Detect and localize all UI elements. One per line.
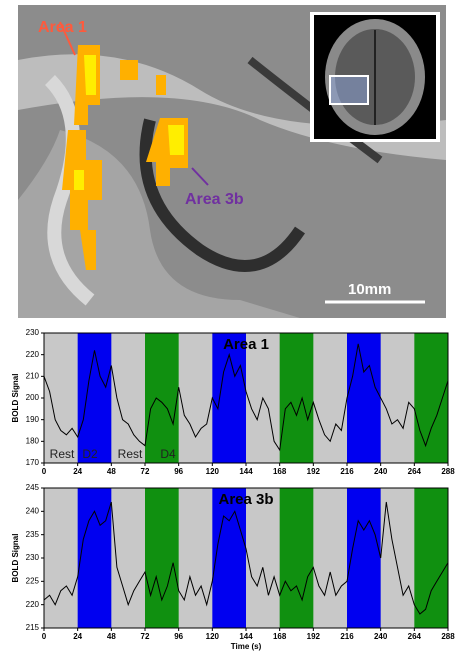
y-tick-label: 245 xyxy=(26,483,40,492)
x-tick-label: 264 xyxy=(408,632,422,641)
x-tick-label: 72 xyxy=(141,632,150,641)
y-tick-label: 240 xyxy=(26,506,40,515)
signal-line xyxy=(43,501,449,615)
y-tick-label: 230 xyxy=(26,328,40,337)
y-axis-label: BOLD Signal xyxy=(11,374,20,423)
x-tick-label: 240 xyxy=(374,632,388,641)
scale-label: 10mm xyxy=(348,281,391,298)
x-tick-label: 192 xyxy=(307,467,321,476)
x-tick-label: 96 xyxy=(174,632,183,641)
x-tick-label: 144 xyxy=(239,467,253,476)
condition-band xyxy=(347,333,381,463)
x-tick-label: 264 xyxy=(408,467,422,476)
x-tick-label: 216 xyxy=(340,467,354,476)
x-tick-label: 192 xyxy=(307,632,321,641)
y-axis-label: BOLD Signal xyxy=(11,534,20,583)
x-tick-label: 0 xyxy=(42,467,47,476)
condition-label: Rest xyxy=(118,447,143,461)
condition-band xyxy=(279,333,314,463)
x-tick-label: 48 xyxy=(107,632,116,641)
y-tick-label: 220 xyxy=(26,350,40,359)
y-tick-label: 190 xyxy=(26,415,40,424)
x-tick-label: 24 xyxy=(73,632,82,641)
condition-band xyxy=(279,488,314,628)
area-label: Area 3b xyxy=(185,191,244,208)
mri-image xyxy=(18,5,446,318)
condition-band xyxy=(145,488,179,628)
x-tick-label: 96 xyxy=(174,467,183,476)
x-tick-label: 288 xyxy=(441,632,455,641)
condition-band xyxy=(212,488,246,628)
y-tick-label: 200 xyxy=(26,393,40,402)
x-tick-label: 72 xyxy=(141,467,150,476)
x-tick-label: 216 xyxy=(340,632,354,641)
condition-band xyxy=(414,488,448,628)
chart-title: Area 1 xyxy=(223,336,269,353)
condition-label: D4 xyxy=(160,447,176,461)
condition-label: Rest xyxy=(50,447,75,461)
condition-label: D2 xyxy=(82,447,98,461)
y-tick-label: 230 xyxy=(26,553,40,562)
condition-band xyxy=(77,488,112,628)
y-tick-label: 215 xyxy=(26,623,40,632)
x-axis-label: Time (s) xyxy=(231,642,262,651)
x-tick-label: 168 xyxy=(273,632,287,641)
y-tick-label: 235 xyxy=(26,530,40,539)
x-tick-label: 0 xyxy=(42,632,47,641)
x-tick-label: 120 xyxy=(206,467,220,476)
x-tick-label: 48 xyxy=(107,467,116,476)
condition-band xyxy=(347,488,381,628)
x-tick-label: 120 xyxy=(206,632,220,641)
x-tick-label: 240 xyxy=(374,467,388,476)
x-tick-label: 144 xyxy=(239,632,253,641)
y-tick-label: 220 xyxy=(26,600,40,609)
chart-title: Area 3b xyxy=(218,491,273,508)
y-tick-label: 170 xyxy=(26,458,40,467)
signal-line xyxy=(43,343,449,452)
y-tick-label: 210 xyxy=(26,371,40,380)
condition-band xyxy=(145,333,179,463)
y-tick-label: 225 xyxy=(26,576,40,585)
condition-band xyxy=(414,333,448,463)
x-tick-label: 24 xyxy=(73,467,82,476)
condition-band xyxy=(77,333,112,463)
area-label: Area 1 xyxy=(38,19,87,36)
y-tick-label: 180 xyxy=(26,436,40,445)
x-tick-label: 288 xyxy=(441,467,455,476)
x-tick-label: 168 xyxy=(273,467,287,476)
